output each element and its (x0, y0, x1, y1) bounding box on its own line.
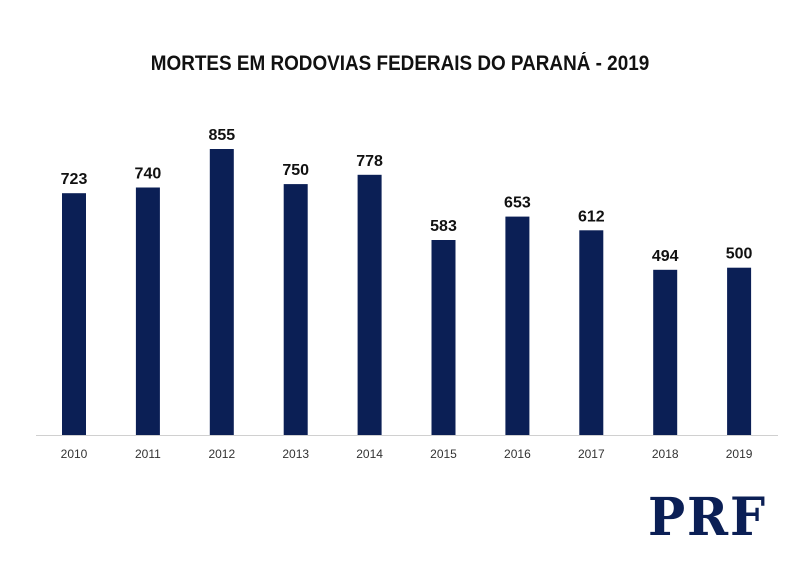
data-label-2014: 778 (356, 153, 383, 170)
x-tick-label-2010: 2010 (61, 447, 88, 461)
bar-2012 (209, 149, 234, 435)
x-tick-label-2017: 2017 (578, 447, 605, 461)
data-label-2012: 855 (208, 127, 235, 144)
x-tick-label-2018: 2018 (652, 447, 679, 461)
prf-logo: PRF (648, 487, 767, 548)
x-tick-label-2015: 2015 (430, 447, 457, 461)
data-label-2011: 740 (135, 166, 162, 183)
data-label-2013: 750 (282, 162, 309, 179)
data-label-2017: 612 (578, 208, 605, 225)
bar-2011 (135, 187, 160, 435)
bar-2017 (579, 230, 604, 435)
x-tick-label-2014: 2014 (356, 447, 383, 461)
data-label-2010: 723 (61, 171, 88, 188)
chart-title: MORTES EM RODOVIAS FEDERAIS DO PARANÁ - … (150, 52, 650, 75)
bar-2015 (431, 240, 456, 435)
bar-2014 (357, 174, 382, 436)
bar-2019 (727, 267, 752, 435)
x-tick-label-2013: 2013 (282, 447, 309, 461)
bar-2013 (283, 184, 308, 435)
x-tick-label-2012: 2012 (208, 447, 235, 461)
x-tick-label-2011: 2011 (135, 447, 161, 461)
x-tick-label-2016: 2016 (504, 447, 531, 461)
bar-2018 (653, 269, 678, 435)
data-label-2015: 583 (430, 218, 457, 235)
data-label-2019: 500 (726, 246, 753, 263)
data-label-2018: 494 (652, 248, 679, 265)
data-label-2016: 653 (504, 195, 531, 212)
bar-2010 (62, 193, 86, 435)
bar-2016 (505, 216, 530, 435)
x-tick-label-2019: 2019 (726, 447, 753, 461)
